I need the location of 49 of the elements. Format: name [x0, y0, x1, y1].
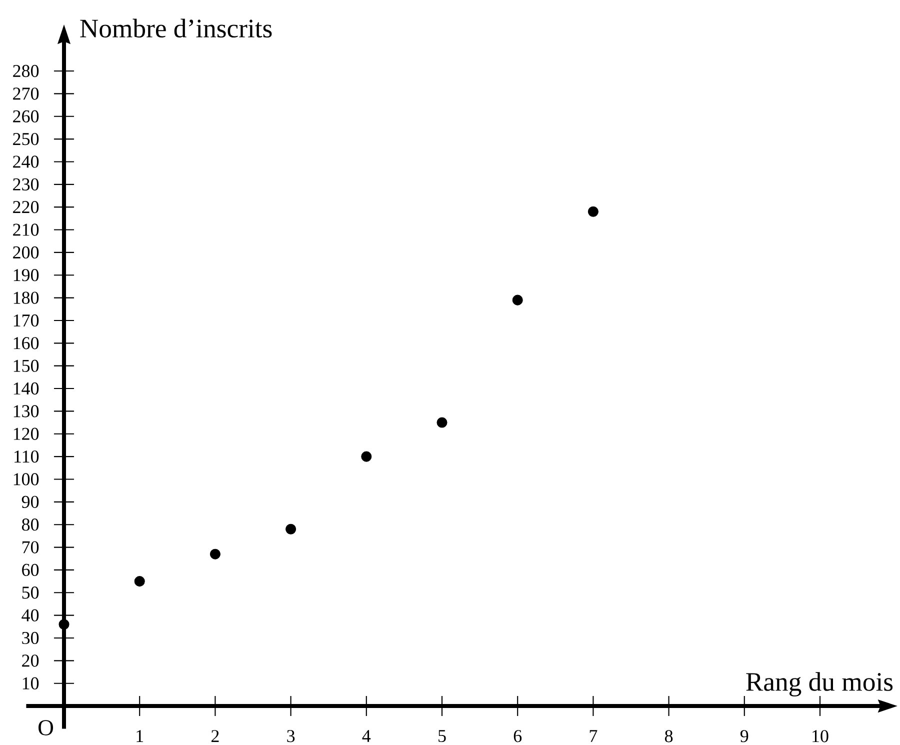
point [58, 619, 70, 630]
x-tick-label: 1 [136, 730, 144, 742]
y-tick-label: 210 [13, 224, 39, 236]
y-tick-label: 250 [13, 132, 39, 146]
y-tick-label: 20 [22, 654, 39, 667]
y-tick-label: 80 [22, 518, 39, 531]
y-tick-label: 240 [13, 156, 39, 168]
x-tick-label: 10 [812, 730, 828, 742]
y-tick-label: 10 [22, 677, 39, 690]
x-axis-title: Rang du mois [746, 672, 893, 696]
x-tick-label: 7 [590, 730, 598, 742]
point [436, 417, 448, 428]
y-tick-label: 230 [13, 178, 39, 190]
y-tick-label: 170 [14, 314, 39, 327]
y-tick-label: 40 [22, 609, 39, 622]
x-tick-label: 8 [664, 730, 673, 742]
point [134, 576, 145, 587]
x-tick-label: 4 [362, 730, 371, 742]
x-tick-label: 6 [514, 730, 522, 742]
y-tick-label: 160 [14, 337, 39, 350]
point [588, 206, 598, 217]
y-tick-label: 150 [14, 360, 39, 372]
x-tick-label: 9 [740, 730, 748, 742]
point [210, 548, 220, 560]
point [512, 294, 523, 306]
y-tick-label: 70 [22, 541, 39, 554]
point [286, 524, 296, 534]
y-tick-label: 110 [14, 450, 39, 463]
annotation: O [38, 720, 54, 736]
y-tick-label: 140 [14, 382, 39, 395]
y-tick-label: 190 [14, 269, 39, 282]
y-tick-label: 60 [22, 564, 39, 576]
y-tick-label: 220 [13, 201, 39, 214]
y-tick-label: 180 [14, 292, 39, 304]
y-tick-label: 270 [13, 88, 39, 100]
y-tick-label: 100 [14, 473, 39, 486]
x-tick-label: 5 [438, 730, 446, 742]
point [361, 451, 372, 462]
y-tick-label: 90 [22, 496, 39, 508]
y-tick-label: 120 [14, 428, 39, 440]
y-tick-label: 260 [13, 110, 39, 122]
y-tick-label: 280 [13, 64, 39, 78]
x-tick-label: 3 [287, 730, 295, 742]
x-tick-label: 2 [211, 730, 219, 742]
y-tick-label: 50 [22, 586, 39, 599]
y-tick-label: 130 [14, 405, 39, 418]
y-tick-label: 200 [13, 246, 39, 259]
y-tick-label: 30 [22, 632, 39, 644]
y-axis-title: Nombre d’inscrits [80, 18, 272, 38]
